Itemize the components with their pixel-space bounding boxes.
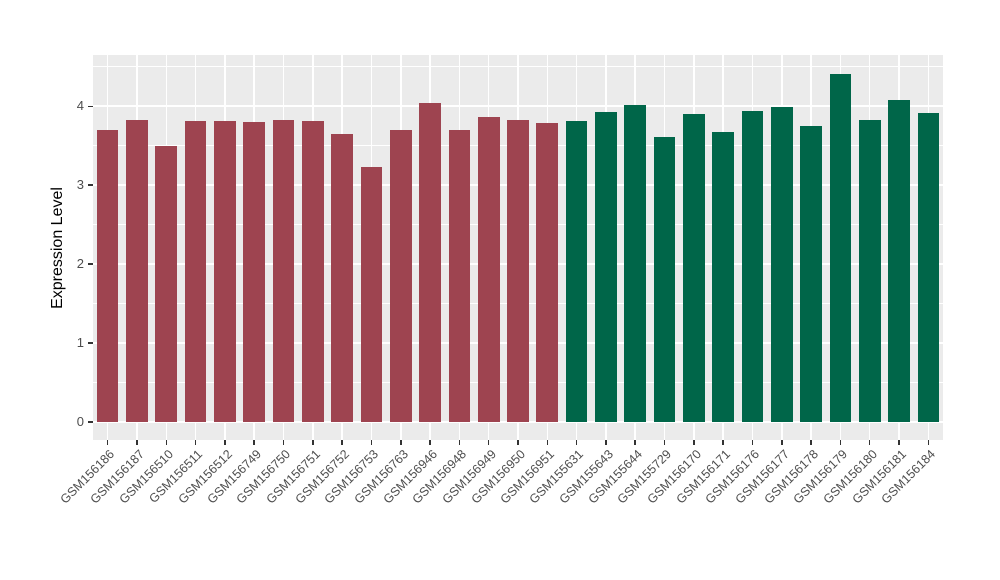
bar-GSM155729	[653, 137, 676, 422]
x-axis-tick	[282, 440, 285, 445]
x-axis-tick	[517, 440, 519, 445]
bar-GSM156510	[155, 145, 178, 422]
y-axis-title: Expression Level	[49, 186, 66, 309]
y-tick-label: 2	[76, 256, 84, 272]
bar-GSM156751	[301, 121, 324, 422]
bar-GSM156178	[800, 126, 822, 422]
x-axis-tick	[429, 440, 431, 445]
bar-GSM156763	[389, 129, 412, 422]
x-axis-tick	[370, 440, 373, 445]
x-axis-tick	[458, 440, 461, 445]
x-axis-tick	[927, 440, 930, 445]
x-axis-tick	[751, 440, 754, 445]
bar-GSM156170	[683, 114, 705, 422]
y-axis-tick	[88, 421, 93, 423]
bar-GSM156186	[96, 129, 119, 422]
x-axis-tick	[165, 440, 168, 445]
x-axis-tick	[898, 440, 900, 445]
x-axis-tick	[487, 440, 490, 445]
bar-GSM156171	[712, 132, 734, 422]
x-axis-tick	[194, 440, 197, 445]
bar-GSM156948	[448, 129, 471, 422]
x-axis-tick	[224, 440, 226, 445]
bar-GSM156512	[214, 121, 236, 422]
y-tick-label: 3	[76, 177, 84, 193]
x-axis-tick	[546, 440, 549, 445]
x-axis-tick	[663, 440, 666, 445]
bar-GSM156949	[477, 117, 500, 422]
bar-GSM156181	[888, 99, 910, 422]
y-tick-label: 4	[76, 98, 84, 114]
x-axis-tick	[253, 440, 255, 445]
x-axis-tick	[868, 440, 871, 445]
bar-GSM156951	[536, 122, 559, 422]
x-axis-tick	[810, 440, 812, 445]
bar-GSM156176	[741, 111, 764, 422]
bar-GSM155644	[624, 105, 647, 422]
bar-GSM156950	[507, 119, 529, 422]
x-axis-tick	[605, 440, 607, 445]
y-axis-tick	[88, 342, 93, 344]
x-axis-tick	[575, 440, 578, 445]
bar-GSM156749	[243, 122, 266, 422]
y-tick-label: 1	[76, 334, 84, 350]
bar-GSM156179	[829, 73, 852, 422]
x-axis-tick	[722, 440, 724, 445]
bar-GSM156177	[770, 107, 793, 422]
bar-GSM156750	[272, 119, 295, 422]
bar-GSM155643	[595, 111, 617, 422]
x-axis-tick	[400, 440, 402, 445]
y-axis-tick	[88, 184, 93, 186]
x-axis-tick	[341, 440, 343, 445]
x-axis-tick	[839, 440, 842, 445]
y-axis-tick	[88, 105, 93, 108]
x-axis-tick	[136, 440, 138, 445]
y-axis-tick	[88, 263, 93, 265]
plot-panel	[93, 55, 943, 440]
bar-GSM156946	[419, 103, 441, 422]
y-tick-label: 0	[76, 413, 84, 429]
x-axis-tick	[106, 440, 109, 445]
bar-GSM156752	[331, 133, 353, 422]
bar-GSM156184	[917, 112, 940, 422]
bar-GSM156511	[184, 121, 207, 422]
bar-GSM155631	[565, 121, 588, 422]
x-axis-tick	[634, 440, 636, 445]
x-axis-tick	[312, 440, 314, 445]
x-axis-tick	[693, 440, 695, 445]
bar-GSM156180	[858, 119, 881, 422]
bar-GSM156187	[126, 119, 148, 422]
x-axis-tick	[781, 440, 783, 445]
bar-GSM156753	[360, 167, 383, 422]
